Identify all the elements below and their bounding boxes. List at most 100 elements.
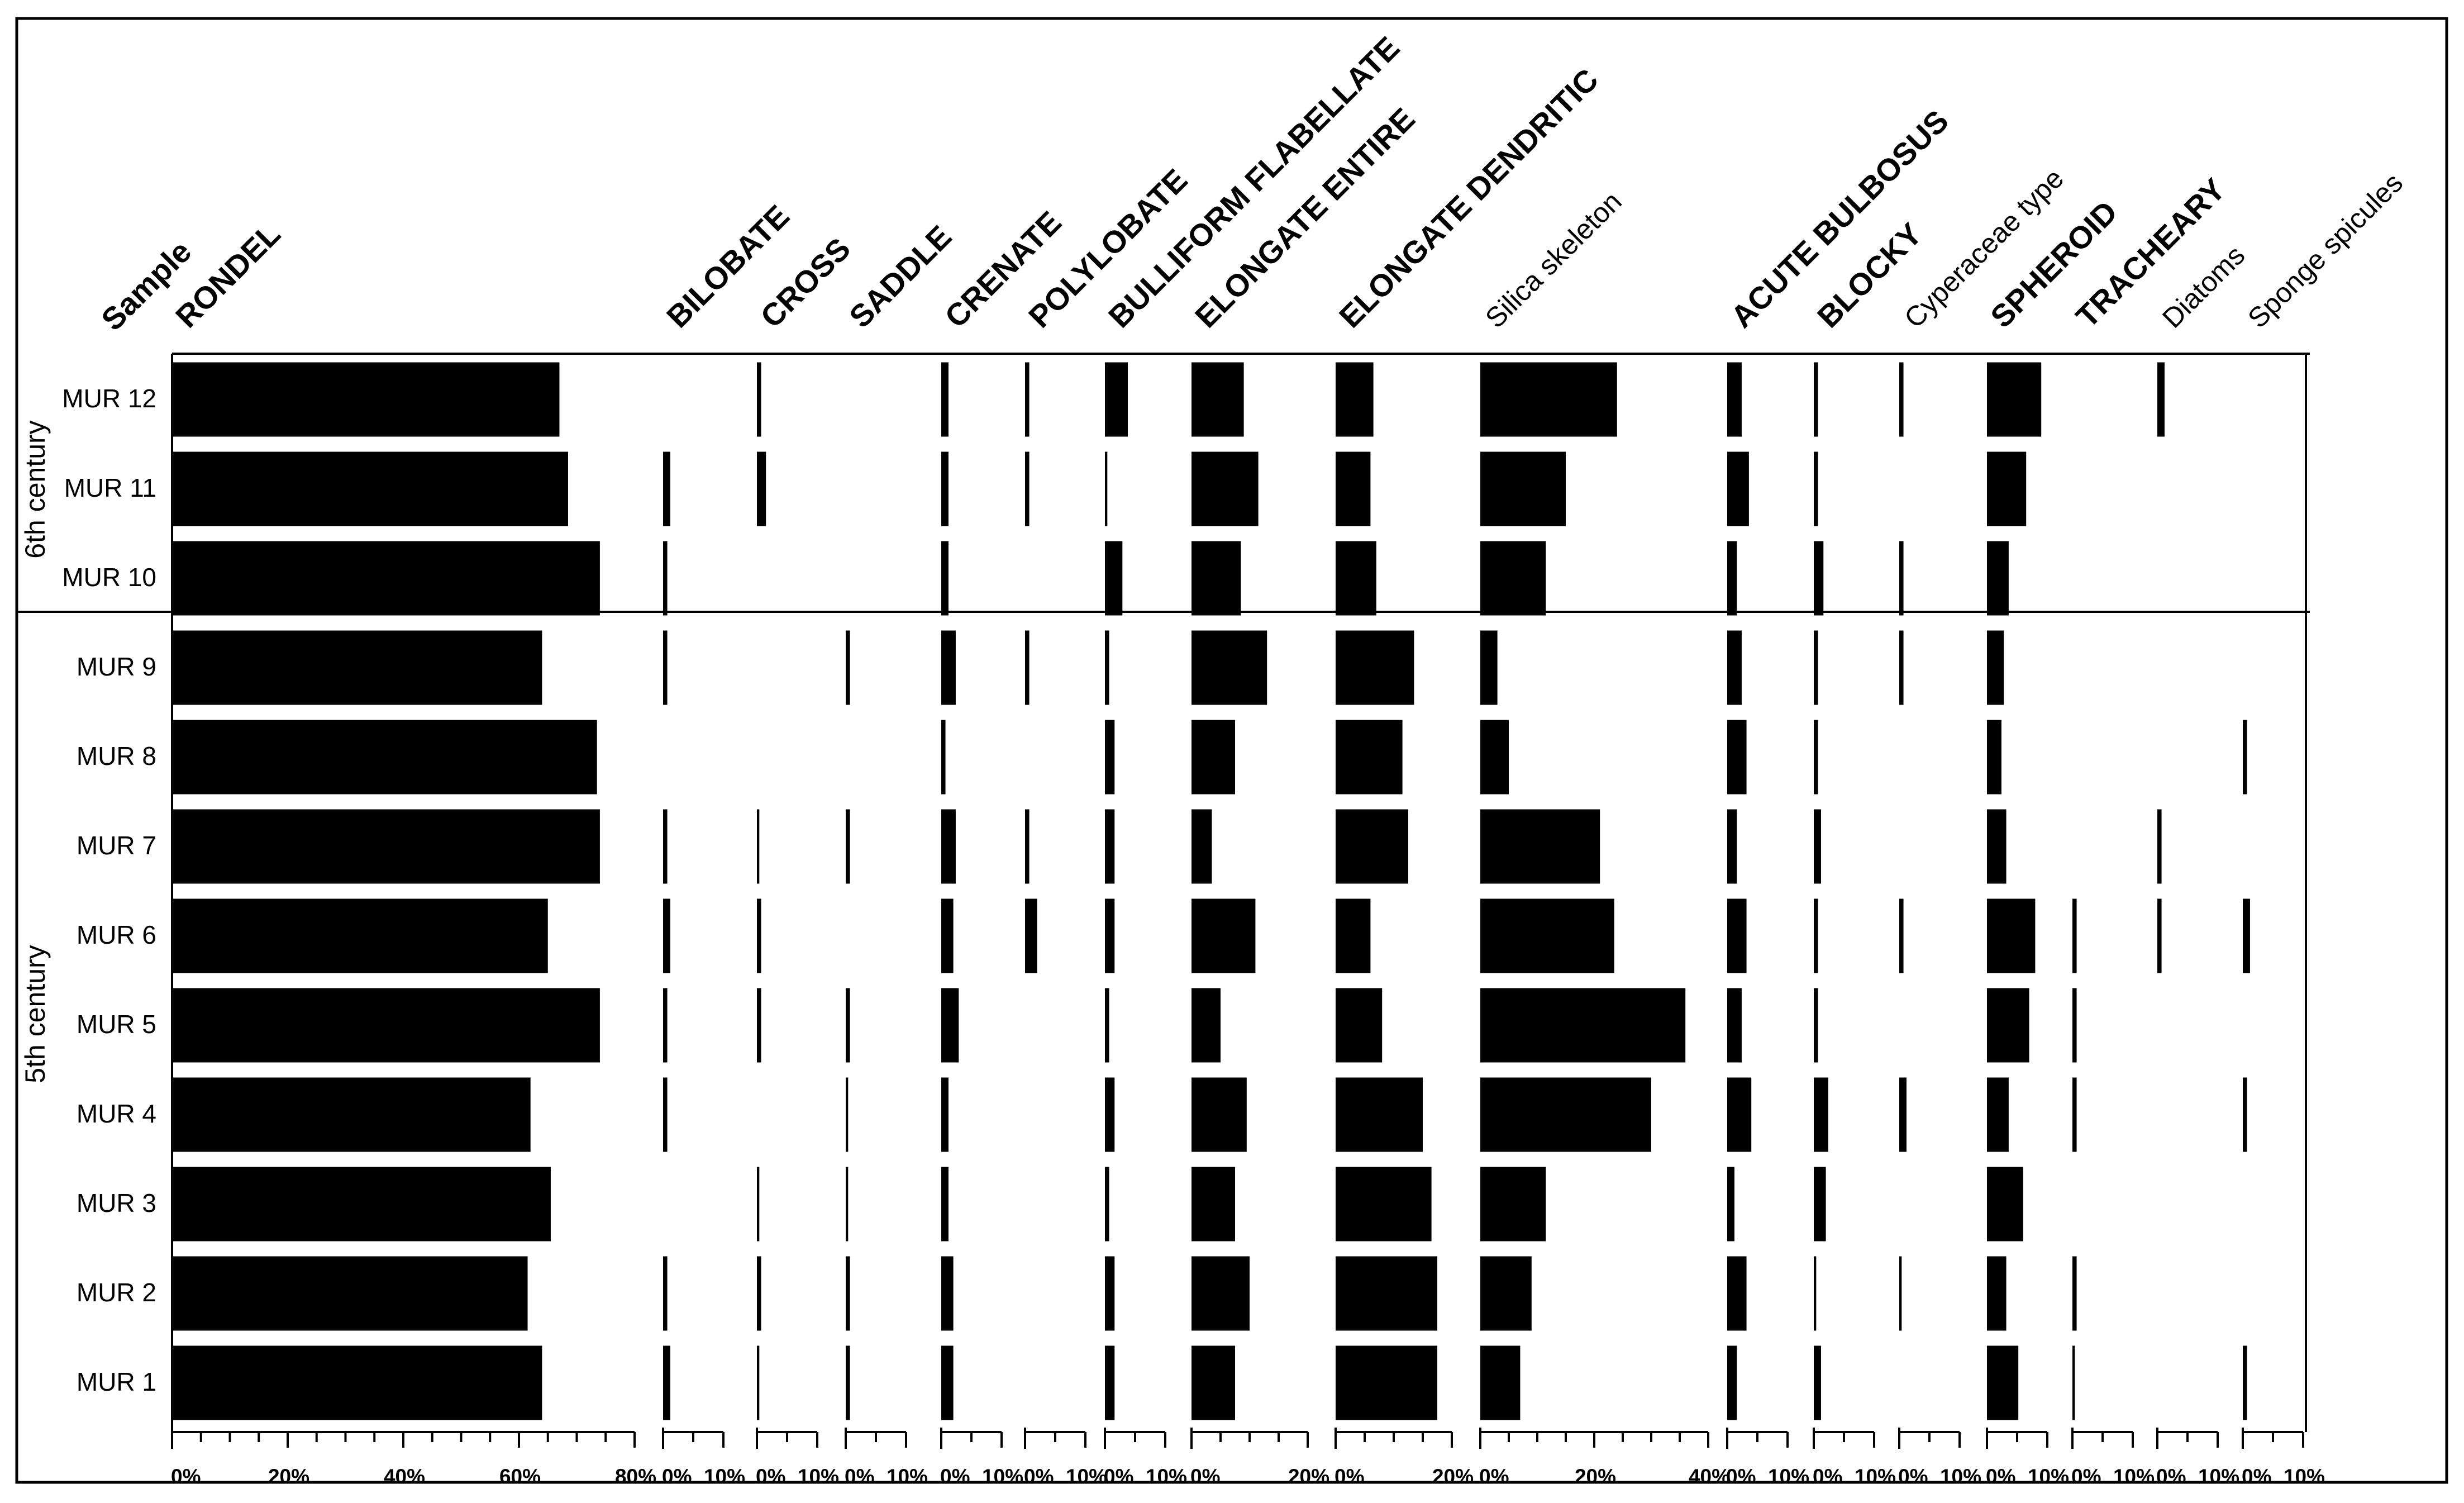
period-label: 6th century bbox=[20, 420, 51, 558]
bar bbox=[1480, 451, 1566, 526]
bar bbox=[172, 362, 560, 437]
frame-lines bbox=[17, 353, 2310, 1432]
bar bbox=[1105, 630, 1109, 705]
bar bbox=[1192, 541, 1241, 616]
bar bbox=[1727, 1077, 1752, 1152]
bar bbox=[1105, 1345, 1115, 1420]
bar bbox=[663, 898, 670, 973]
bar bbox=[1814, 809, 1821, 884]
sample-label: MUR 12 bbox=[62, 384, 156, 413]
bar bbox=[1480, 541, 1546, 616]
column-header: SADDLE bbox=[842, 218, 958, 334]
tick-label: 0% bbox=[1898, 1465, 1928, 1488]
tick-label: 0% bbox=[2071, 1465, 2101, 1488]
bar bbox=[941, 1077, 949, 1152]
bar bbox=[846, 1167, 849, 1242]
tick-label: 0% bbox=[1190, 1465, 1220, 1488]
bar bbox=[1814, 1167, 1826, 1242]
bar bbox=[1987, 809, 2007, 884]
bar bbox=[1192, 988, 1221, 1063]
sample-label: MUR 2 bbox=[77, 1278, 156, 1307]
bar bbox=[757, 451, 766, 526]
tick-label: 0% bbox=[756, 1465, 785, 1488]
bar bbox=[2157, 362, 2165, 437]
bar bbox=[757, 809, 760, 884]
column-header: ELONGATE DENDRITIC bbox=[1332, 61, 1605, 334]
bar bbox=[2072, 1077, 2077, 1152]
bar bbox=[846, 1077, 849, 1152]
bar bbox=[941, 898, 954, 973]
tick-label: 10% bbox=[1146, 1465, 1187, 1488]
bar bbox=[1025, 809, 1030, 884]
bar bbox=[941, 362, 949, 437]
bar bbox=[1105, 1256, 1115, 1331]
bar bbox=[663, 630, 668, 705]
bar bbox=[1727, 451, 1749, 526]
tick-label: 0% bbox=[1726, 1465, 1756, 1488]
bar bbox=[663, 1345, 670, 1420]
bar bbox=[1480, 988, 1686, 1063]
bar bbox=[1336, 988, 1383, 1063]
bar bbox=[2072, 988, 2077, 1063]
bar bbox=[757, 362, 761, 437]
bar bbox=[1192, 1077, 1247, 1152]
bar bbox=[757, 988, 761, 1063]
column-header: Cyperaceae type bbox=[1898, 163, 2070, 334]
tick-label: 0% bbox=[171, 1465, 201, 1488]
bar bbox=[846, 1256, 850, 1331]
bar bbox=[1727, 1256, 1747, 1331]
bar bbox=[172, 1256, 528, 1331]
bar bbox=[1899, 1256, 1902, 1331]
bar bbox=[1899, 362, 1904, 437]
bar bbox=[757, 1167, 760, 1242]
bar bbox=[1480, 1167, 1546, 1242]
bar bbox=[663, 541, 668, 616]
bar bbox=[172, 898, 548, 973]
tick-label: 10% bbox=[1066, 1465, 1107, 1488]
bar bbox=[2157, 809, 2162, 884]
bar bbox=[1192, 720, 1235, 795]
bar bbox=[1192, 451, 1259, 526]
bar bbox=[1336, 809, 1408, 884]
bar bbox=[1105, 541, 1123, 616]
tick-label: 40% bbox=[1689, 1465, 1730, 1488]
bar bbox=[1814, 898, 1818, 973]
bar bbox=[2072, 1256, 2077, 1331]
bar bbox=[1336, 1167, 1432, 1242]
outer-frame bbox=[15, 17, 2448, 1484]
sample-label: MUR 8 bbox=[77, 741, 156, 770]
tick-label: 40% bbox=[384, 1465, 425, 1488]
bar bbox=[663, 988, 668, 1063]
bar bbox=[1192, 1256, 1250, 1331]
bar bbox=[1105, 1167, 1109, 1242]
bar bbox=[1105, 1077, 1115, 1152]
bar bbox=[172, 809, 600, 884]
bar bbox=[2243, 1345, 2247, 1420]
bar bbox=[1727, 898, 1747, 973]
tick-label: 10% bbox=[1768, 1465, 1809, 1488]
column-header: RONDEL bbox=[169, 216, 287, 335]
bar bbox=[2243, 720, 2247, 795]
tick-label: 20% bbox=[1575, 1465, 1616, 1488]
bar bbox=[663, 1077, 668, 1152]
bar bbox=[172, 1345, 542, 1420]
bar bbox=[2157, 898, 2162, 973]
bar bbox=[941, 630, 956, 705]
tick-label: 80% bbox=[615, 1465, 656, 1488]
bar bbox=[1336, 541, 1376, 616]
bar bbox=[1899, 541, 1904, 616]
sample-label: MUR 10 bbox=[62, 563, 156, 592]
bar bbox=[1727, 988, 1742, 1063]
bar bbox=[1192, 630, 1267, 705]
bar bbox=[1814, 630, 1818, 705]
tick-label: 0% bbox=[2242, 1465, 2271, 1488]
bar bbox=[1814, 541, 1824, 616]
bar bbox=[941, 988, 959, 1063]
bar bbox=[1987, 362, 2042, 437]
bar bbox=[1480, 1256, 1532, 1331]
